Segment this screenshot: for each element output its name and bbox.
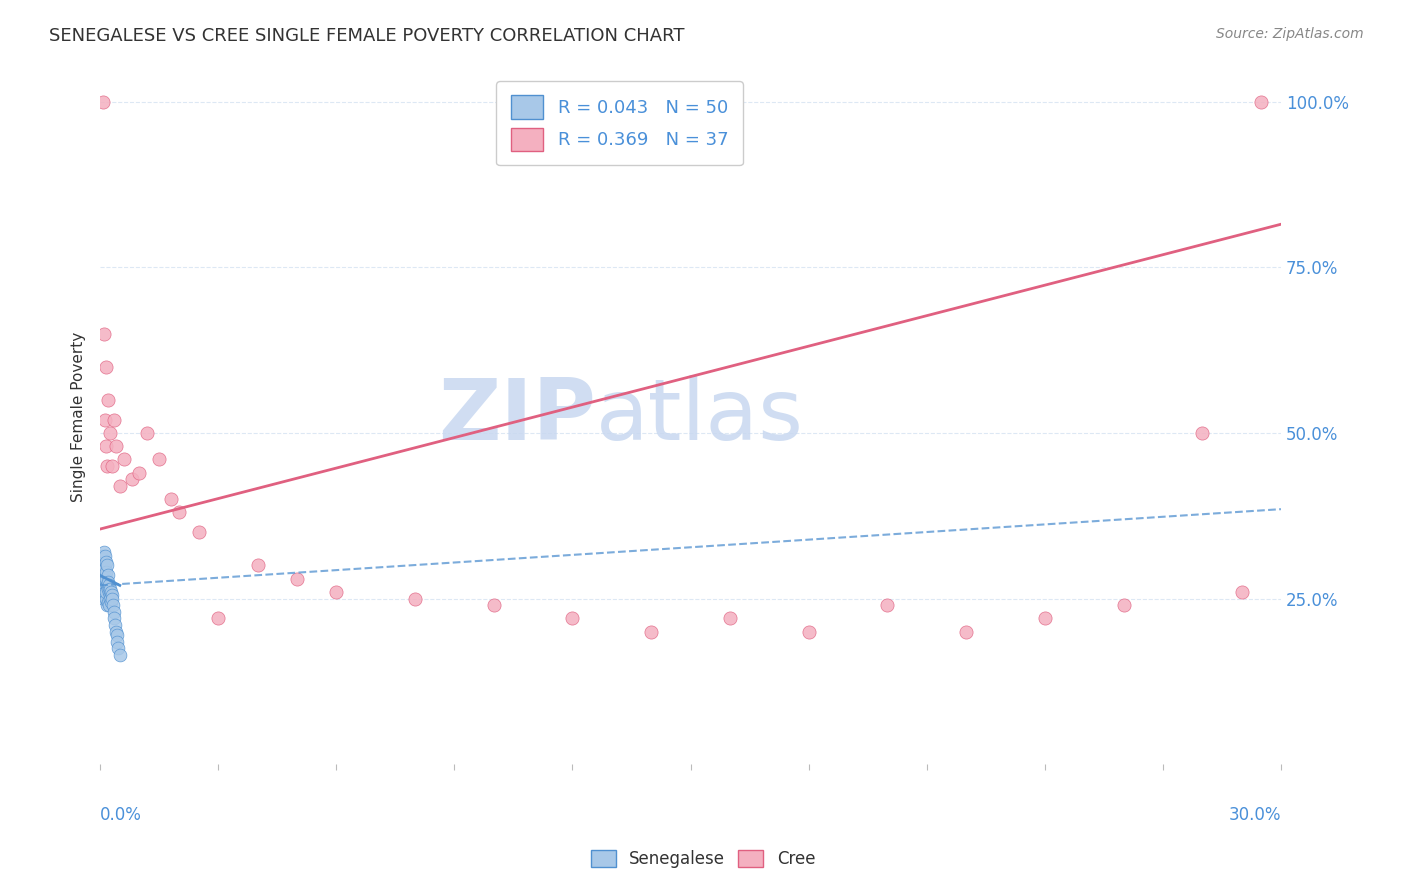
- Point: [93, 545, 115, 559]
- Point: [107, 641, 129, 656]
- Point: [91, 575, 114, 590]
- Y-axis label: Single Female Poverty: Single Female Poverty: [72, 331, 86, 501]
- Point: [98, 582, 121, 596]
- Point: [105, 628, 128, 642]
- Point: [97, 599, 120, 613]
- Point: [1112, 599, 1135, 613]
- Point: [718, 611, 741, 625]
- Point: [96, 578, 118, 592]
- Point: [97, 392, 120, 407]
- Point: [100, 588, 122, 602]
- Point: [112, 452, 135, 467]
- Point: [91, 95, 114, 109]
- Point: [93, 326, 115, 341]
- Point: [94, 549, 117, 563]
- Point: [97, 582, 120, 596]
- Point: [103, 413, 125, 427]
- Point: [91, 549, 114, 563]
- Point: [98, 425, 121, 440]
- Point: [96, 359, 118, 374]
- Point: [167, 506, 190, 520]
- Text: Source: ZipAtlas.com: Source: ZipAtlas.com: [1216, 27, 1364, 41]
- Point: [94, 572, 117, 586]
- Point: [1033, 611, 1056, 625]
- Point: [1191, 425, 1213, 440]
- Point: [91, 562, 114, 576]
- Point: [107, 634, 129, 648]
- Point: [285, 572, 308, 586]
- Text: ZIP: ZIP: [439, 375, 596, 458]
- Point: [93, 568, 115, 582]
- Legend: Senegalese, Cree: Senegalese, Cree: [583, 843, 823, 875]
- Point: [94, 439, 117, 453]
- Point: [94, 555, 117, 569]
- Point: [104, 439, 127, 453]
- Point: [96, 565, 118, 579]
- Point: [97, 568, 120, 582]
- Point: [640, 624, 662, 639]
- Point: [187, 525, 209, 540]
- Point: [97, 585, 120, 599]
- Point: [91, 555, 114, 569]
- Point: [96, 599, 118, 613]
- Point: [1230, 585, 1253, 599]
- Point: [101, 591, 124, 606]
- Point: [136, 425, 159, 440]
- Point: [207, 611, 229, 625]
- Point: [561, 611, 583, 625]
- Point: [121, 472, 143, 486]
- Point: [128, 466, 150, 480]
- Point: [797, 624, 820, 639]
- Point: [93, 565, 115, 579]
- Point: [876, 599, 898, 613]
- Legend: R = 0.043   N = 50, R = 0.369   N = 37: R = 0.043 N = 50, R = 0.369 N = 37: [496, 81, 742, 165]
- Point: [91, 585, 114, 599]
- Point: [97, 575, 120, 590]
- Point: [101, 459, 124, 474]
- Point: [94, 591, 117, 606]
- Point: [98, 578, 121, 592]
- Point: [955, 624, 977, 639]
- Point: [104, 624, 127, 639]
- Point: [482, 599, 505, 613]
- Point: [93, 582, 115, 596]
- Point: [91, 572, 114, 586]
- Point: [148, 452, 170, 467]
- Point: [94, 562, 117, 576]
- Point: [94, 413, 117, 427]
- Point: [100, 595, 122, 609]
- Point: [96, 585, 118, 599]
- Point: [96, 459, 118, 474]
- Point: [108, 648, 131, 662]
- Point: [93, 588, 115, 602]
- Point: [404, 591, 426, 606]
- Point: [93, 591, 115, 606]
- Point: [98, 588, 121, 602]
- Point: [103, 605, 125, 619]
- Point: [94, 585, 117, 599]
- Point: [98, 591, 121, 606]
- Text: atlas: atlas: [596, 375, 804, 458]
- Point: [93, 558, 115, 573]
- Point: [160, 492, 183, 507]
- Point: [91, 578, 114, 592]
- Point: [103, 611, 125, 625]
- Point: [101, 599, 124, 613]
- Point: [104, 618, 127, 632]
- Text: 0.0%: 0.0%: [100, 806, 142, 824]
- Text: 30.0%: 30.0%: [1229, 806, 1281, 824]
- Point: [325, 585, 347, 599]
- Point: [246, 558, 269, 573]
- Text: SENEGALESE VS CREE SINGLE FEMALE POVERTY CORRELATION CHART: SENEGALESE VS CREE SINGLE FEMALE POVERTY…: [49, 27, 685, 45]
- Point: [108, 479, 131, 493]
- Point: [91, 552, 114, 566]
- Point: [100, 585, 122, 599]
- Point: [94, 572, 117, 586]
- Point: [1250, 95, 1272, 109]
- Point: [97, 595, 120, 609]
- Point: [96, 558, 118, 573]
